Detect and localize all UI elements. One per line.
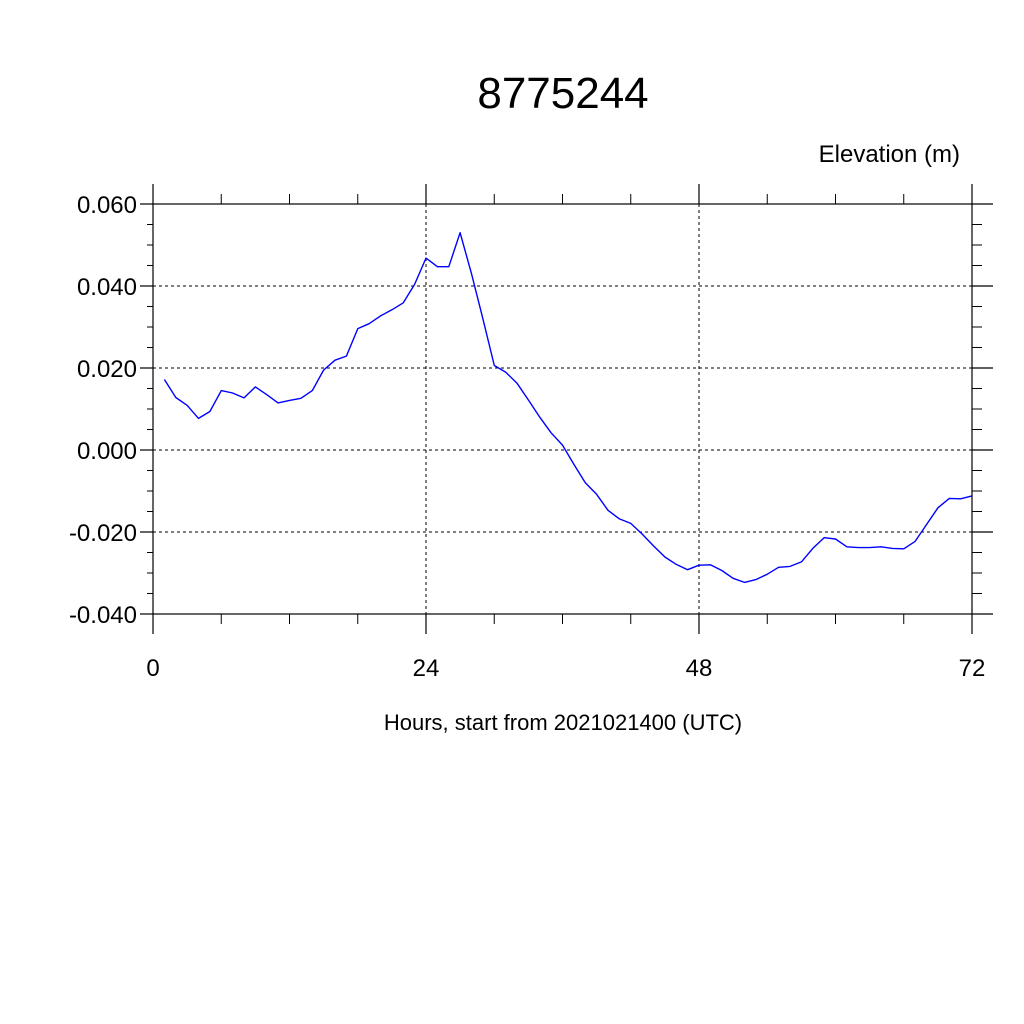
x-tick-label: 0 bbox=[146, 655, 159, 682]
y-tick-label: -0.020 bbox=[69, 520, 137, 547]
tick-layer bbox=[140, 184, 993, 634]
y-tick-label: 0.040 bbox=[77, 274, 137, 301]
x-tick-label: 72 bbox=[959, 655, 986, 682]
series-layer bbox=[163, 231, 973, 584]
y-tick-label: 0.060 bbox=[77, 192, 137, 219]
x-tick-label: 48 bbox=[686, 655, 713, 682]
x-tick-label: 24 bbox=[413, 655, 440, 682]
tick-labels: -0.040 -0.020 0.000 0.020 0.040 0.060 0 24 48 72 bbox=[69, 192, 985, 682]
series-line bbox=[163, 231, 973, 584]
y-axis-label: Elevation (m) bbox=[819, 141, 960, 168]
x-axis-label: Hours, start from 2021021400 (UTC) bbox=[384, 710, 742, 735]
grid-lines bbox=[152, 203, 973, 615]
y-tick-label: 0.020 bbox=[77, 356, 137, 383]
y-tick-label: -0.040 bbox=[69, 602, 137, 629]
y-tick-label: 0.000 bbox=[77, 438, 137, 465]
chart-title: 8775244 bbox=[477, 69, 648, 118]
plot-frame bbox=[152, 203, 973, 615]
